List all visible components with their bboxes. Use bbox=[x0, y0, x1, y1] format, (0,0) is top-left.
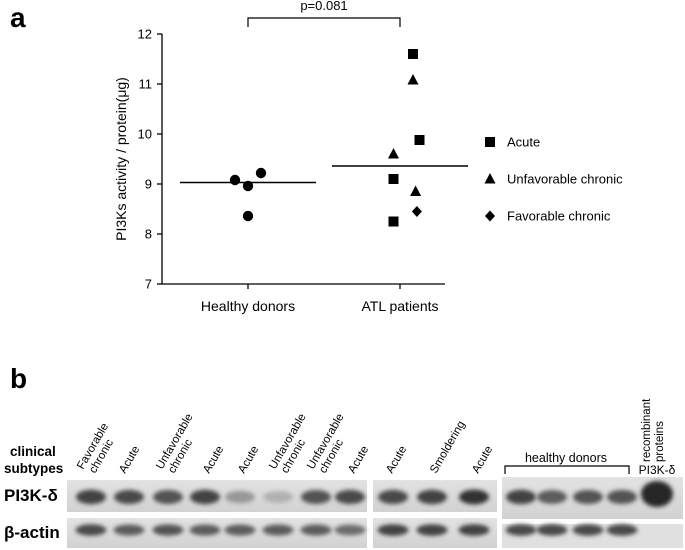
pi3k-band bbox=[506, 489, 536, 505]
pi3k-band bbox=[263, 491, 293, 503]
pi3k-band bbox=[417, 489, 447, 505]
x-category-label: Healthy donors bbox=[201, 298, 295, 314]
blot-bands bbox=[75, 481, 673, 536]
panel-a-label: a bbox=[10, 2, 26, 33]
recombinant-label-2: proteins bbox=[654, 421, 666, 462]
pi3k-band bbox=[301, 490, 331, 504]
actin-band bbox=[152, 524, 184, 536]
clinical-label-line2: subtypes bbox=[4, 461, 63, 476]
actin-band bbox=[536, 524, 568, 536]
actin-band bbox=[224, 524, 256, 536]
western-blot bbox=[67, 477, 683, 548]
y-tick-label: 11 bbox=[139, 77, 153, 92]
actin-band bbox=[334, 524, 366, 536]
legend-triangle-marker bbox=[484, 173, 496, 184]
scatter-plot: 7 8 9 10 11 12 Healthy donors ATL patients PI3… bbox=[113, 0, 623, 314]
lane-label: Acute bbox=[236, 444, 261, 475]
pi3k-band bbox=[573, 490, 603, 504]
legend-diamond-marker bbox=[485, 210, 495, 222]
square-point bbox=[414, 135, 425, 145]
lane-label: Acute bbox=[384, 444, 409, 475]
pi3k-band bbox=[378, 489, 408, 505]
recombinant-sub-label: PI3K-δ bbox=[639, 463, 676, 477]
lane-label: Acute bbox=[201, 444, 226, 475]
actin-band bbox=[377, 524, 409, 536]
x-category-label: ATL patients bbox=[361, 298, 438, 314]
x-categories: Healthy donors ATL patients bbox=[201, 284, 439, 314]
p-value-label: p=0.081 bbox=[300, 0, 347, 13]
actin-band bbox=[189, 524, 221, 536]
actin-band bbox=[75, 524, 107, 536]
y-tick-label: 9 bbox=[145, 177, 152, 192]
actin-band bbox=[300, 524, 332, 536]
y-tick-label: 10 bbox=[138, 127, 152, 142]
y-tick-label: 8 bbox=[145, 227, 152, 242]
pi3k-band bbox=[459, 489, 489, 505]
pi3k-band bbox=[607, 490, 637, 504]
data-points bbox=[229, 49, 425, 227]
row-label-actin: β-actin bbox=[4, 523, 60, 542]
diamond-point bbox=[411, 206, 422, 217]
pi3k-band bbox=[114, 489, 144, 505]
healthy-donors-bracket bbox=[504, 465, 630, 474]
pi3k-band bbox=[190, 489, 220, 505]
legend-label: Unfavorable chronic bbox=[507, 172, 623, 187]
actin-band bbox=[606, 524, 638, 536]
pi3k-band bbox=[335, 489, 365, 505]
pi3k-band bbox=[641, 481, 673, 507]
actin-band bbox=[458, 524, 490, 536]
recombinant-label-1: recombinant bbox=[641, 398, 653, 462]
mean-lines bbox=[180, 165, 468, 184]
y-ticks: 7 8 9 10 11 12 bbox=[138, 27, 162, 292]
legend-label: Acute bbox=[507, 135, 540, 150]
y-axis-title: PI3Ks activity / protein(μg) bbox=[113, 77, 129, 241]
y-tick-label: 12 bbox=[138, 27, 152, 42]
legend-label: Favorable chronic bbox=[507, 209, 611, 224]
legend-square-marker bbox=[485, 137, 495, 147]
row-label-pi3k: PI3K-δ bbox=[4, 486, 58, 505]
healthy-donors-label: healthy donors bbox=[525, 451, 607, 465]
legend: Acute Unfavorable chronic Favorable chroni… bbox=[484, 135, 623, 224]
circle-point bbox=[229, 174, 241, 186]
pi3k-band bbox=[76, 489, 106, 505]
triangle-point bbox=[410, 185, 422, 196]
actin-band bbox=[416, 524, 448, 536]
clinical-label-line1: clinical bbox=[10, 444, 56, 459]
actin-band bbox=[572, 524, 604, 536]
significance-bracket bbox=[247, 17, 401, 27]
actin-band bbox=[262, 524, 294, 536]
y-tick-label: 7 bbox=[145, 277, 152, 292]
square-point bbox=[388, 174, 399, 184]
square-point bbox=[408, 49, 418, 59]
circle-point bbox=[242, 180, 254, 192]
lane-label: Smoldering bbox=[428, 419, 467, 475]
circle-point bbox=[242, 210, 254, 222]
square-point bbox=[388, 216, 399, 227]
lane-label: Acute bbox=[117, 444, 142, 475]
triangle-point bbox=[407, 74, 419, 85]
lane-label: Acute bbox=[346, 444, 371, 475]
pi3k-band bbox=[537, 490, 567, 504]
lane-label: Acute bbox=[470, 444, 495, 475]
actin-band bbox=[505, 524, 537, 536]
clinical-subtypes-label: clinical subtypes bbox=[4, 444, 63, 476]
panel-b-label: b bbox=[10, 363, 27, 394]
pi3k-band bbox=[225, 490, 255, 504]
pi3k-band bbox=[153, 490, 183, 504]
triangle-point bbox=[388, 148, 399, 159]
actin-band bbox=[113, 524, 145, 536]
circle-point bbox=[255, 167, 267, 179]
